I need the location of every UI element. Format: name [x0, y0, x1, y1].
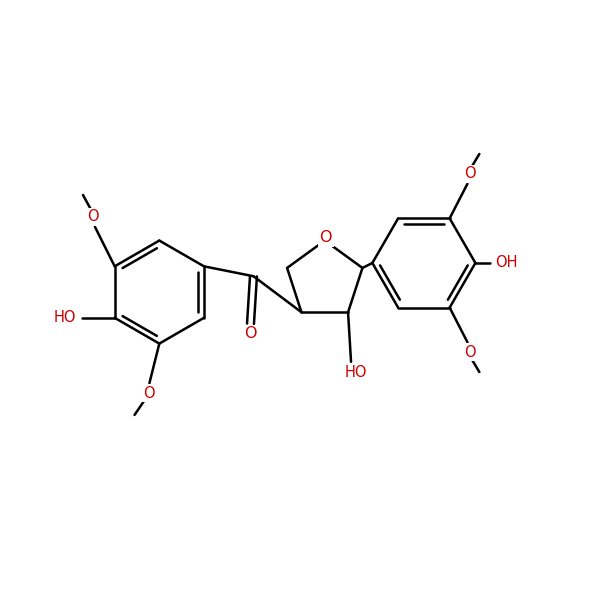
Text: O: O [87, 209, 99, 224]
Text: O: O [320, 230, 332, 245]
Text: OH: OH [495, 256, 517, 271]
Text: HO: HO [345, 365, 367, 380]
Text: HO: HO [54, 310, 76, 325]
Text: O: O [464, 166, 475, 181]
Text: O: O [464, 344, 475, 359]
Text: O: O [143, 386, 155, 401]
Text: O: O [244, 326, 257, 341]
